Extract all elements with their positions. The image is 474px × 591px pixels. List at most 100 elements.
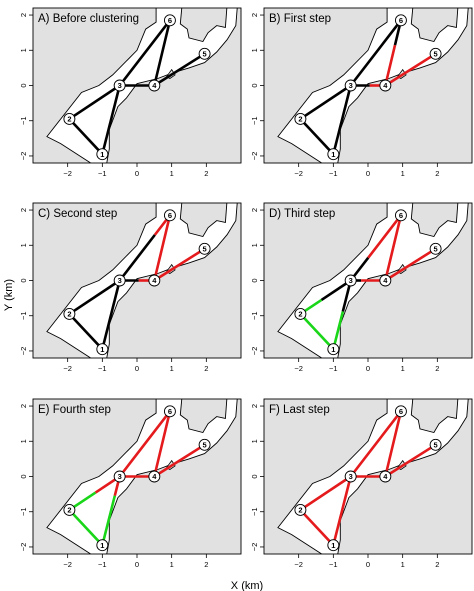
node-2 [294, 308, 307, 320]
edge-1-2-black [68, 118, 104, 156]
node-3 [344, 470, 357, 483]
y-tick-label: −1 [19, 116, 28, 125]
panel-title: D) Third step [269, 208, 335, 220]
x-tick-label: 1 [170, 364, 174, 373]
node-label-2: 2 [298, 310, 302, 319]
y-tick-label: 0 [19, 83, 28, 87]
edge-4-6-red [384, 411, 403, 477]
panel-title: A) Before clustering [38, 13, 139, 25]
node-1 [327, 148, 340, 161]
node-label-1: 1 [331, 150, 335, 159]
edge-4-6-black [153, 20, 172, 86]
node-4 [148, 79, 161, 92]
y-tick-label: −2 [250, 543, 259, 552]
edge-3-6-black [349, 19, 402, 87]
edge-4-6-red [384, 215, 403, 281]
x-tick-label: −2 [63, 560, 72, 569]
y-tick-label: 2 [250, 208, 259, 212]
edge-1-2-green [299, 313, 335, 351]
node-label-6: 6 [168, 407, 172, 416]
edge-4-5-red [384, 52, 437, 87]
node-3 [344, 79, 357, 92]
y-tick-label: 1 [250, 243, 259, 247]
panel-4: 1 2 3 4 5 6 D) Third step −2 −1 0 1 2 −2 −1 0 1 2 [250, 202, 473, 373]
y-tick-label: 1 [19, 439, 28, 443]
x-tick-label: 1 [401, 364, 405, 373]
node-4 [379, 274, 392, 287]
x-tick-label: 1 [401, 560, 405, 569]
node-1 [96, 343, 109, 356]
panel-title: F) Last step [269, 404, 330, 416]
node-1 [96, 148, 109, 161]
edge-1-2-green [68, 509, 104, 547]
coastline [277, 399, 469, 554]
node-3 [344, 274, 357, 287]
y-tick-label: 0 [250, 474, 259, 478]
edge-2-3-black [68, 279, 121, 316]
y-tick-label: 2 [19, 208, 28, 212]
node-3 [113, 79, 126, 92]
node-5 [198, 47, 211, 60]
node-label-5: 5 [203, 49, 207, 58]
panel-title: C) Second step [38, 208, 117, 220]
x-tick-label: −1 [98, 169, 107, 178]
y-tick-label: −2 [19, 543, 28, 552]
y-tick-label: −2 [250, 152, 259, 161]
edge-1-3-green [332, 311, 345, 350]
node-label-6: 6 [168, 16, 172, 25]
panel-3: 1 2 3 4 5 6 C) Second step −2 −1 0 1 2 −2 −1 0 1 2 [19, 202, 242, 373]
node-label-2: 2 [67, 115, 71, 124]
edge-1-2-red [299, 509, 335, 547]
coastline [46, 8, 238, 163]
node-label-2: 2 [67, 310, 71, 319]
y-tick-label: −1 [250, 311, 259, 320]
edge-1-3-black [101, 280, 121, 350]
node-4 [379, 470, 392, 483]
edge-1-3-black [332, 85, 352, 155]
node-label-3: 3 [118, 472, 122, 481]
node-1 [327, 343, 340, 356]
node-label-2: 2 [298, 506, 302, 515]
node-label-5: 5 [434, 244, 438, 253]
node-3 [113, 470, 126, 483]
x-tick-label: 0 [135, 560, 139, 569]
panel-2: 1 2 3 4 5 6 B) First step −2 −1 0 1 2 −2 −1 0 1 2 [250, 7, 473, 178]
x-tick-label: −2 [63, 364, 72, 373]
node-label-6: 6 [168, 211, 172, 220]
node-label-4: 4 [152, 472, 157, 481]
coastline [277, 203, 469, 358]
edge-4-5-black [153, 52, 206, 87]
x-tick-label: 2 [204, 560, 208, 569]
x-tick-label: −2 [294, 560, 303, 569]
edge-4-5-red [153, 247, 206, 282]
node-6 [163, 14, 176, 27]
edge-4-6-red [153, 215, 172, 281]
node-4 [148, 274, 161, 287]
node-6 [394, 209, 407, 222]
node-2 [294, 504, 307, 516]
edge-4-5-red [384, 247, 437, 282]
x-tick-label: 1 [170, 169, 174, 178]
node-5 [429, 47, 442, 60]
y-tick-label: 2 [250, 13, 259, 17]
edge-1-2-black [299, 118, 335, 156]
node-6 [394, 405, 407, 418]
node-6 [163, 209, 176, 222]
x-tick-label: −2 [294, 364, 303, 373]
node-label-1: 1 [331, 345, 335, 354]
x-axis-label: X (km) [231, 580, 263, 591]
edge-3-6-red [349, 410, 402, 478]
x-tick-label: −2 [63, 169, 72, 178]
edge-1-3-red [332, 476, 352, 546]
edge-3-6-black [118, 19, 171, 87]
panel-6: 1 2 3 4 5 6 F) Last step −2 −1 0 1 2 −2 −1 0 1 2 [250, 398, 473, 569]
y-tick-label: −2 [250, 347, 259, 356]
node-label-4: 4 [152, 81, 157, 90]
edge-3-6-red [118, 410, 171, 478]
x-tick-label: 2 [204, 364, 208, 373]
node-label-6: 6 [399, 407, 403, 416]
y-tick-label: 0 [19, 474, 28, 478]
y-tick-label: 0 [250, 83, 259, 87]
edge-2-3-black [68, 84, 121, 121]
panel-title: B) First step [269, 13, 331, 25]
